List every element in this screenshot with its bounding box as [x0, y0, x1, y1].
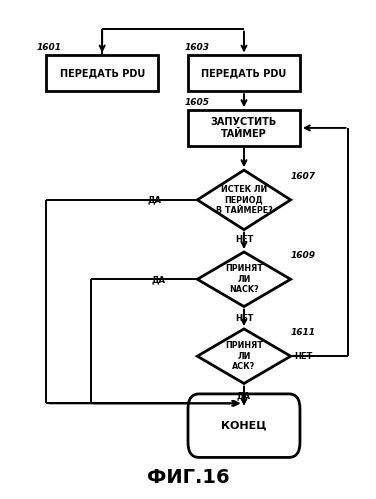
Text: ПРИНЯТ
ЛИ
АСК?: ПРИНЯТ ЛИ АСК? [225, 341, 263, 371]
Text: ПРИНЯТ
ЛИ
NACK?: ПРИНЯТ ЛИ NACK? [225, 264, 263, 294]
Text: ФИГ.16: ФИГ.16 [147, 468, 229, 487]
Text: 1603: 1603 [184, 43, 209, 52]
Text: ДА: ДА [148, 196, 162, 205]
Text: 1605: 1605 [184, 98, 209, 107]
Polygon shape [197, 252, 291, 306]
FancyBboxPatch shape [188, 394, 300, 458]
Polygon shape [197, 329, 291, 383]
Text: ПЕРЕДАТЬ PDU: ПЕРЕДАТЬ PDU [59, 68, 145, 78]
FancyBboxPatch shape [188, 55, 300, 91]
Text: ДА: ДА [237, 391, 251, 400]
Text: 1607: 1607 [291, 172, 315, 181]
FancyBboxPatch shape [188, 110, 300, 146]
Text: ИСТЕК ЛИ
ПЕРИОД
В ТАЙМЕРЕ?: ИСТЕК ЛИ ПЕРИОД В ТАЙМЕРЕ? [215, 185, 272, 215]
Text: КОНЕЦ: КОНЕЦ [221, 421, 267, 431]
Text: НЕТ: НЕТ [235, 314, 253, 323]
Text: ПЕРЕДАТЬ PDU: ПЕРЕДАТЬ PDU [202, 68, 287, 78]
Text: НЕТ: НЕТ [294, 352, 313, 361]
Text: ЗАПУСТИТЬ
ТАЙМЕР: ЗАПУСТИТЬ ТАЙМЕР [211, 117, 277, 139]
Text: НЕТ: НЕТ [235, 235, 253, 244]
Text: ДА: ДА [152, 275, 165, 284]
FancyBboxPatch shape [46, 55, 158, 91]
Polygon shape [197, 170, 291, 230]
Text: 1611: 1611 [291, 328, 315, 337]
Text: 1601: 1601 [37, 43, 62, 52]
Text: 1609: 1609 [291, 251, 315, 260]
